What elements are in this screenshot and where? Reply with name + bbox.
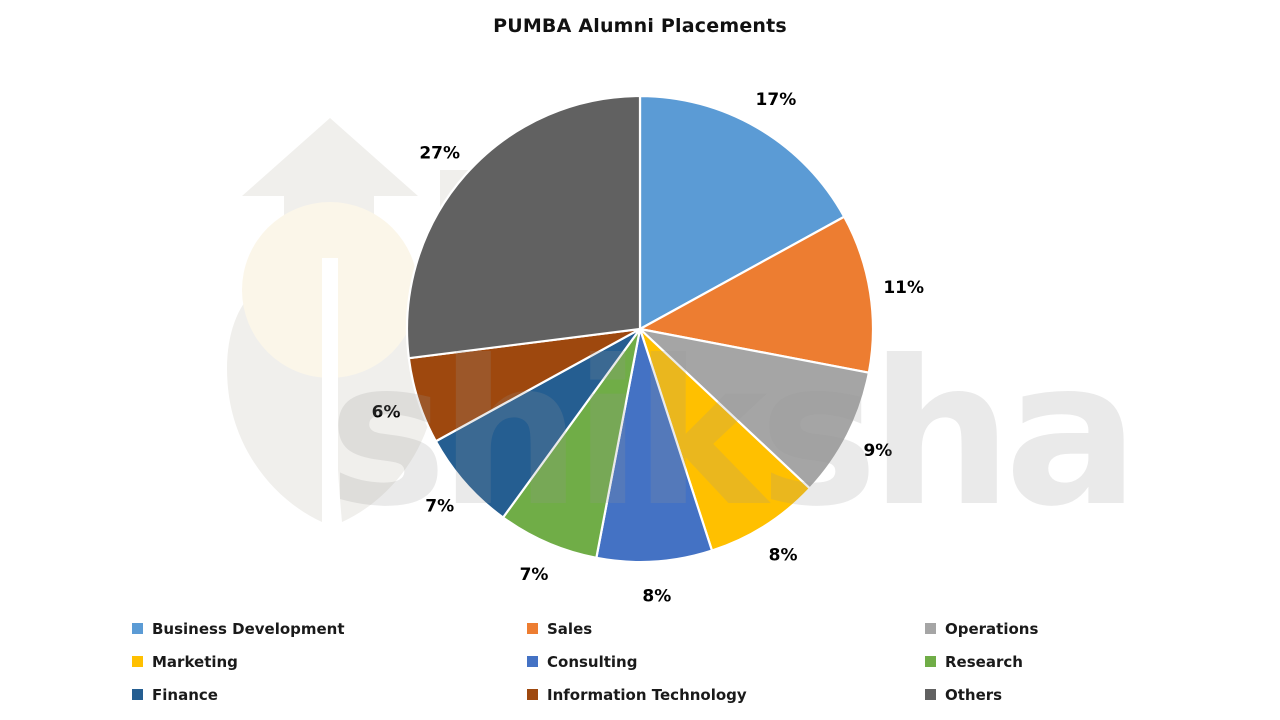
legend-item-consulting: Consulting <box>527 645 925 678</box>
pie-slice-consulting <box>595 327 714 564</box>
legend-swatch-sales <box>527 623 538 634</box>
pie-value-label-finance: 7% <box>425 497 454 517</box>
legend-swatch-finance <box>132 689 143 700</box>
pie-slice-marketing <box>638 327 811 552</box>
pie-value-label-consulting: 8% <box>642 587 671 607</box>
pie-value-label-others: 27% <box>419 143 460 163</box>
legend-label-consulting: Consulting <box>547 652 638 671</box>
legend-item-research: Research <box>925 645 1038 678</box>
pie-value-label-sales: 11% <box>883 278 924 298</box>
legend-item-finance: Finance <box>132 678 527 711</box>
legend-label-sales: Sales <box>547 619 593 638</box>
pie-slice-operations <box>638 327 870 490</box>
legend-label-operations: Operations <box>945 619 1039 638</box>
pie-value-label-business-development: 17% <box>756 90 797 110</box>
legend-swatch-information-technology <box>527 689 538 700</box>
logo-arrow-shape <box>242 118 418 226</box>
pie-slice-finance <box>434 327 642 519</box>
legend-swatch-marketing <box>132 656 143 667</box>
legend-swatch-operations <box>925 623 936 634</box>
legend-swatch-research <box>925 656 936 667</box>
legend: Business Development Sales Operations Marke… <box>132 612 1038 711</box>
legend-item-marketing: Marketing <box>132 645 527 678</box>
logo-center-gap <box>322 258 338 522</box>
pie-value-label-operations: 9% <box>863 441 892 461</box>
pie-value-label-information-technology: 6% <box>372 403 401 423</box>
legend-item-others: Others <box>925 678 1038 711</box>
pie-slice-sales <box>638 215 875 374</box>
legend-item-sales: Sales <box>527 612 925 645</box>
pie-value-label-marketing: 8% <box>769 545 798 565</box>
chart-title: PUMBA Alumni Placements <box>493 15 787 37</box>
legend-swatch-business-development <box>132 623 143 634</box>
legend-label-business-development: Business Development <box>152 619 345 638</box>
legend-swatch-others <box>925 689 936 700</box>
legend-label-finance: Finance <box>152 685 218 704</box>
legend-label-marketing: Marketing <box>152 652 238 671</box>
legend-label-research: Research <box>945 652 1023 671</box>
pie-slice-others <box>405 94 642 360</box>
pie-slice-business-development <box>638 94 846 331</box>
legend-label-others: Others <box>945 685 1003 704</box>
legend-item-business-development: Business Development <box>132 612 527 645</box>
pie-slice-research <box>501 327 642 559</box>
legend-item-information-technology: Information Technology <box>527 678 925 711</box>
legend-label-information-technology: Information Technology <box>547 685 747 704</box>
pie-value-label-research: 7% <box>520 565 549 585</box>
legend-swatch-consulting <box>527 656 538 667</box>
legend-item-operations: Operations <box>925 612 1038 645</box>
